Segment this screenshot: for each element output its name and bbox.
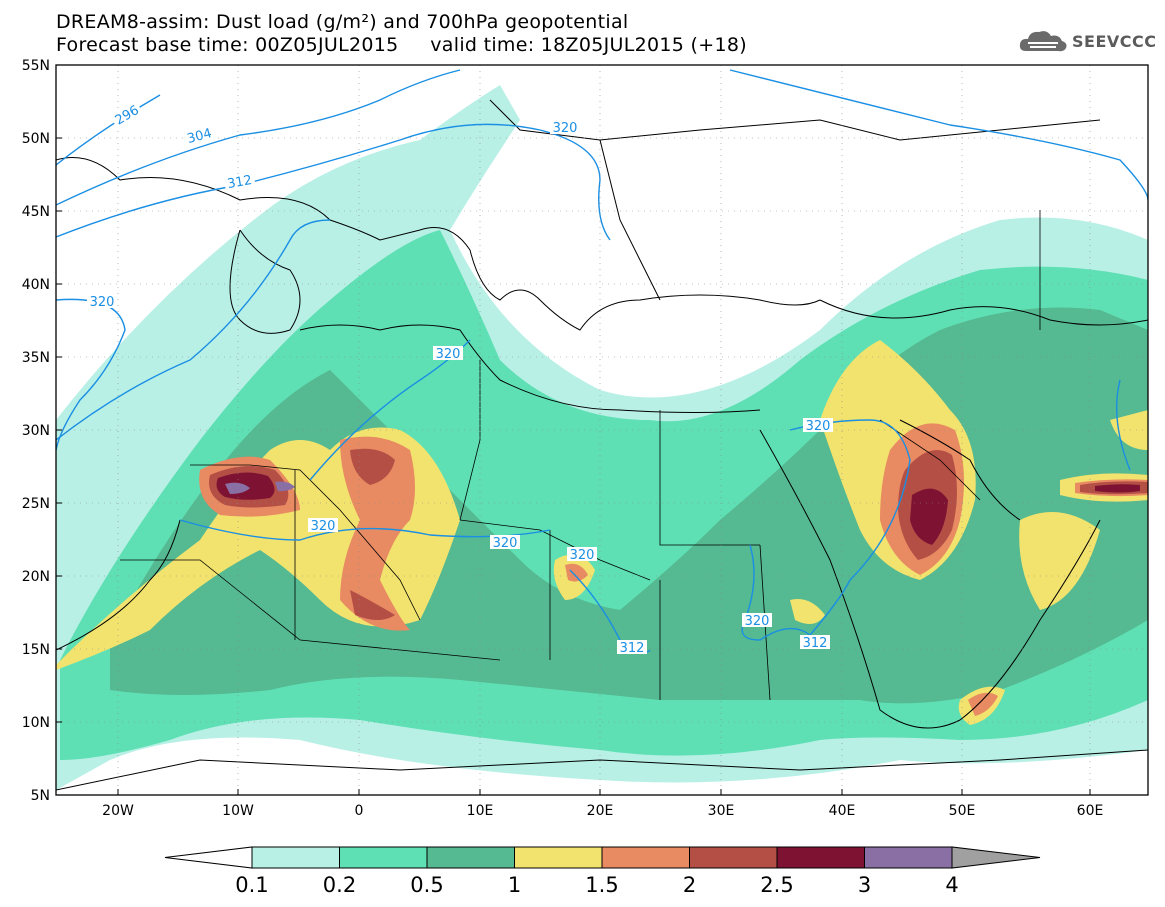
latitude-labels: 55N 50N 45N 40N 35N 30N 25N 20N 15N 10N 5N bbox=[22, 58, 62, 804]
contour-label: 304 bbox=[186, 126, 214, 147]
lon-label-40E: 40E bbox=[829, 803, 856, 819]
logo-text: SEEVCCC bbox=[1072, 31, 1157, 51]
dust-band-3 bbox=[225, 481, 295, 494]
lat-label-50N: 50N bbox=[22, 131, 50, 147]
lat-label-20N: 20N bbox=[22, 569, 50, 585]
contour-label: 320 bbox=[553, 121, 578, 136]
lon-label-20E: 20E bbox=[587, 803, 614, 819]
colorbar-label: 2 bbox=[683, 873, 696, 897]
contour-label: 320 bbox=[493, 536, 518, 551]
colorbar-box bbox=[864, 846, 953, 869]
lon-label-30E: 30E bbox=[708, 803, 735, 819]
lat-label-25N: 25N bbox=[22, 496, 50, 512]
lon-label-10W: 10W bbox=[222, 803, 254, 819]
longitude-labels: 20W 10W 0 10E 20E 30E 40E 50E 60E bbox=[102, 789, 1103, 819]
contour-label: 320 bbox=[806, 419, 831, 434]
colorbar-label: 0.5 bbox=[410, 873, 443, 897]
colorbar-label: 4 bbox=[945, 873, 958, 897]
lat-lon-grid bbox=[56, 65, 1148, 795]
colorbar-boxes bbox=[164, 846, 1041, 869]
seevccc-logo: SEEVCCC bbox=[1018, 27, 1157, 55]
lat-label-35N: 35N bbox=[22, 350, 50, 366]
country-borders bbox=[120, 210, 1041, 701]
colorbar-label: 1 bbox=[508, 873, 521, 897]
lat-label-15N: 15N bbox=[22, 642, 50, 658]
colorbar-labels: 0.1 0.2 0.5 1 1.5 2 2.5 3 4 bbox=[235, 873, 958, 897]
lon-label-60E: 60E bbox=[1077, 803, 1104, 819]
contour-label: 320 bbox=[90, 295, 115, 310]
colorbar-label: 1.5 bbox=[585, 873, 618, 897]
contour-label: 320 bbox=[570, 548, 595, 563]
colorbar-over-arrow bbox=[951, 846, 1041, 869]
colorbar-box bbox=[601, 846, 690, 869]
contour-label: 312 bbox=[226, 173, 253, 192]
colorbar-box bbox=[776, 846, 865, 869]
lon-label-50E: 50E bbox=[949, 803, 976, 819]
colorbar-box bbox=[339, 846, 428, 869]
map-title: DREAM8-assim: Dust load (g/m²) and 700hP… bbox=[56, 11, 629, 33]
lat-label-45N: 45N bbox=[22, 204, 50, 220]
lon-label-10E: 10E bbox=[467, 803, 494, 819]
lat-label-55N: 55N bbox=[22, 58, 50, 74]
coastlines bbox=[56, 99, 1148, 791]
lat-label-30N: 30N bbox=[22, 423, 50, 439]
lon-label-0: 0 bbox=[355, 803, 364, 819]
cloud-icon bbox=[1019, 31, 1067, 52]
contour-label: 320 bbox=[745, 614, 770, 629]
lat-label-10N: 10N bbox=[22, 715, 50, 731]
contour-label: 312 bbox=[620, 641, 645, 656]
forecast-time-line: Forecast base time: 00Z05JUL2015 valid t… bbox=[56, 34, 747, 56]
colorbar-box bbox=[426, 846, 515, 869]
colorbar-label: 0.2 bbox=[323, 873, 356, 897]
colorbar-box bbox=[514, 846, 603, 869]
colorbar-under-arrow bbox=[164, 846, 253, 869]
colorbar-label: 3 bbox=[858, 873, 871, 897]
lat-label-40N: 40N bbox=[22, 277, 50, 293]
lon-label-20W: 20W bbox=[102, 803, 134, 819]
colorbar-label: 2.5 bbox=[760, 873, 793, 897]
dust-band-2 bbox=[209, 448, 1148, 620]
dust-band-1 bbox=[56, 340, 1148, 725]
contour-label: 312 bbox=[803, 636, 828, 651]
colorbar-label: 0.1 bbox=[235, 873, 268, 897]
colorbar-box bbox=[251, 846, 340, 869]
colorbar-box bbox=[689, 846, 778, 869]
lat-label-5N: 5N bbox=[31, 788, 50, 804]
contour-label: 320 bbox=[436, 347, 461, 362]
dust-shading bbox=[56, 85, 1148, 790]
contour-label: 320 bbox=[311, 519, 336, 534]
